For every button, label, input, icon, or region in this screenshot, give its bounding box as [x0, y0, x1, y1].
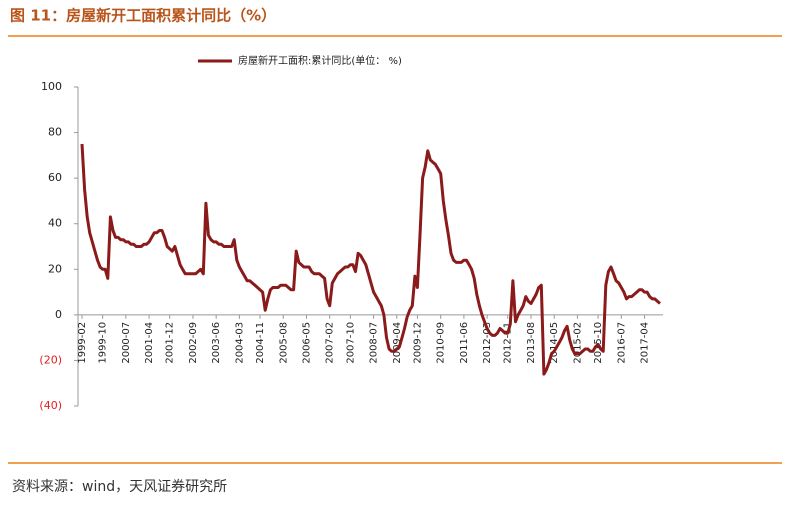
x-tick-label: 2016-07	[616, 322, 627, 364]
y-tick-label: (40)	[39, 399, 62, 412]
x-tick-label: 2006-05	[301, 322, 312, 364]
figure-title: 图 11：房屋新开工面积累计同比（%）	[10, 7, 276, 25]
x-tick-label: 1999-10	[98, 322, 109, 364]
y-tick-label: 40	[48, 217, 62, 230]
x-tick-label: 1999-02	[77, 322, 88, 364]
x-tick-label: 2010-09	[436, 322, 447, 364]
x-tick-label: 2005-08	[278, 322, 289, 364]
y-tick-label: (20)	[39, 353, 62, 366]
x-tick-label: 2012-11	[503, 322, 514, 364]
x-tick-label: 2009-04	[392, 322, 403, 364]
y-tick-label: 80	[48, 126, 62, 139]
x-tick-label: 2007-10	[345, 322, 356, 364]
x-tick-label: 2001-12	[165, 322, 176, 364]
x-tick-label: 2015-10	[593, 322, 604, 364]
y-tick-label: 0	[55, 308, 62, 321]
x-tick-label: 2002-09	[188, 322, 199, 364]
legend-label: 房屋新开工面积:累计同比(单位： %)	[238, 54, 402, 67]
x-tick-label: 2011-06	[459, 322, 470, 364]
x-tick-label: 2017-04	[640, 322, 651, 364]
source-note: 资料来源：wind，天风证券研究所	[12, 479, 227, 495]
x-tick-label: 2007-02	[325, 322, 336, 364]
x-tick-label: 2013-08	[526, 322, 537, 364]
x-tick-label: 2012-03	[482, 322, 493, 364]
x-tick-label: 2015-02	[572, 322, 583, 364]
data-line	[80, 143, 661, 376]
x-tick-label: 2001-04	[144, 322, 155, 364]
x-tick-label: 2008-07	[369, 322, 380, 364]
y-tick-label: 20	[48, 262, 62, 275]
x-tick-label: 2004-11	[255, 322, 266, 364]
y-tick-label: 100	[41, 80, 62, 93]
x-tick-label: 2003-06	[211, 322, 222, 364]
x-tick-label: 2000-07	[121, 322, 132, 364]
y-tick-label: 60	[48, 171, 62, 184]
x-tick-label: 2009-12	[412, 322, 423, 364]
x-tick-label: 2004-03	[234, 322, 245, 364]
x-tick-label: 2014-05	[549, 322, 560, 364]
